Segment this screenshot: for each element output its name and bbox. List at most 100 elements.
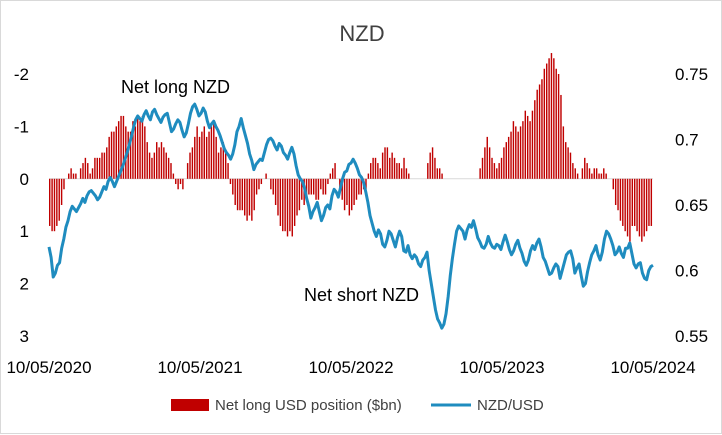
bar — [82, 163, 84, 179]
bar — [600, 173, 603, 179]
bar — [346, 178, 348, 205]
bar — [246, 178, 248, 221]
bar — [243, 178, 246, 216]
bar — [156, 142, 158, 179]
bar — [619, 178, 622, 221]
bar — [324, 178, 327, 195]
bar — [51, 178, 53, 232]
bar — [274, 178, 277, 205]
bar — [370, 163, 372, 179]
bar — [522, 121, 524, 179]
bar — [351, 178, 353, 211]
bar — [614, 178, 617, 205]
right-tick-label: 0.65 — [675, 196, 708, 215]
bar — [198, 136, 201, 179]
bar — [526, 115, 529, 179]
bar — [517, 131, 519, 179]
bar — [519, 126, 522, 179]
bar — [576, 173, 579, 179]
bar — [400, 168, 403, 179]
bar — [251, 178, 253, 221]
bar — [277, 178, 279, 216]
bar — [151, 157, 153, 179]
bar — [434, 157, 436, 179]
bar — [222, 142, 225, 179]
bar — [343, 178, 346, 211]
x-tick-label: 10/05/2023 — [459, 358, 544, 377]
bar — [110, 131, 113, 179]
bar — [312, 178, 315, 195]
bar — [441, 173, 443, 179]
left-tick-label: -2 — [14, 65, 29, 84]
bar — [75, 173, 77, 179]
bar — [89, 173, 91, 179]
bar — [98, 157, 101, 179]
bar — [358, 178, 360, 195]
bar — [389, 157, 391, 179]
bar — [153, 152, 156, 179]
legend-line-label: NZD/USD — [477, 397, 544, 414]
bar — [584, 157, 586, 179]
right-tick-label: 0.7 — [675, 131, 699, 150]
bar — [224, 152, 227, 179]
annotation-net-short: Net short NZD — [304, 285, 419, 305]
left-tick-label: 3 — [20, 327, 29, 346]
bar — [534, 100, 536, 179]
bar — [398, 163, 400, 179]
bar — [598, 173, 600, 179]
bar — [638, 178, 641, 237]
bar — [572, 163, 574, 179]
bar — [648, 178, 650, 226]
bar — [279, 178, 282, 226]
left-tick-label: -1 — [14, 117, 29, 136]
bar — [172, 173, 175, 179]
bar — [301, 178, 303, 200]
bar — [203, 126, 205, 179]
legend: Net long USD position ($bn) NZD/USD — [171, 397, 544, 414]
bar — [565, 142, 567, 179]
bar — [593, 168, 595, 179]
bar — [229, 178, 232, 185]
right-axis-ticks: 0.55 0.6 0.65 0.7 0.75 — [675, 65, 708, 346]
bar — [117, 121, 120, 179]
bar — [227, 163, 229, 179]
bar — [158, 147, 160, 179]
bar — [201, 131, 203, 179]
bar — [384, 147, 386, 179]
bar — [588, 168, 591, 179]
bar — [553, 58, 555, 179]
bar — [617, 178, 619, 211]
bar — [129, 131, 132, 179]
bar — [481, 157, 484, 179]
bar — [595, 168, 598, 179]
bar — [567, 147, 569, 179]
bar — [545, 63, 548, 179]
x-tick-label: 10/05/2024 — [610, 358, 695, 377]
bar — [291, 178, 293, 237]
bar — [232, 178, 234, 195]
bar — [96, 157, 98, 179]
bar — [194, 136, 196, 179]
bar — [643, 178, 645, 237]
bar — [113, 131, 115, 179]
bar — [515, 126, 517, 179]
bar — [167, 157, 170, 179]
left-tick-label: 2 — [20, 275, 29, 294]
bar — [217, 152, 220, 179]
bar — [322, 178, 324, 195]
bar — [555, 68, 557, 179]
bar — [479, 168, 481, 179]
bar — [591, 173, 593, 179]
bar — [486, 136, 488, 179]
bar — [538, 84, 541, 179]
bar — [305, 178, 308, 200]
bar — [270, 178, 272, 190]
bar — [163, 147, 165, 179]
bar — [191, 147, 194, 179]
bar — [355, 178, 358, 200]
x-axis-ticks: 10/05/2020 10/05/2021 10/05/2022 10/05/2023… — [6, 358, 695, 377]
bar — [541, 79, 543, 179]
bar — [58, 178, 60, 221]
bar — [146, 142, 148, 179]
